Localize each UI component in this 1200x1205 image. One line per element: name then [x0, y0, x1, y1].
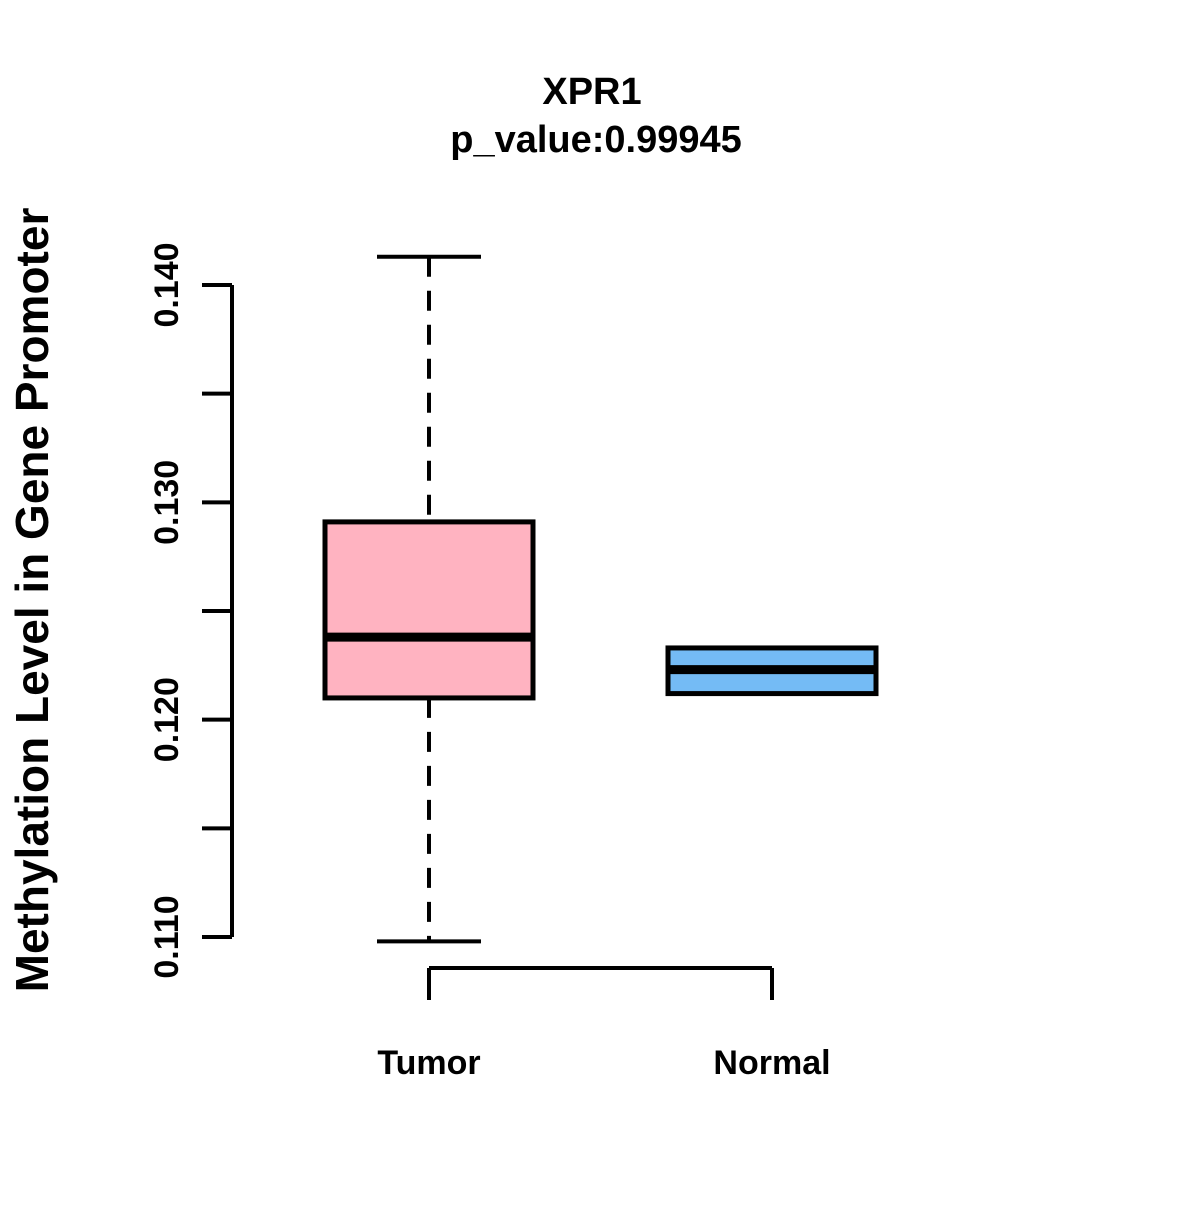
x-tick-label-normal: Normal	[713, 1044, 830, 1082]
y-axis: 0.110 0.120 0.130 0.140	[148, 242, 234, 979]
chart-title: XPR1	[542, 71, 641, 113]
y-tick-label: 0.130	[148, 460, 186, 545]
x-axis	[427, 966, 774, 1000]
chart-subtitle: p_value:0.99945	[450, 119, 742, 161]
box-tumor-iqr	[322, 519, 536, 701]
boxplot-boxes	[322, 254, 879, 944]
y-tick-label: 0.110	[148, 895, 186, 978]
y-tick-label: 0.140	[148, 242, 186, 327]
y-axis-label: Methylation Level in Gene Promoter	[6, 208, 58, 993]
x-tick-label-tumor: Tumor	[377, 1044, 480, 1082]
y-tick-label: 0.120	[148, 677, 186, 762]
